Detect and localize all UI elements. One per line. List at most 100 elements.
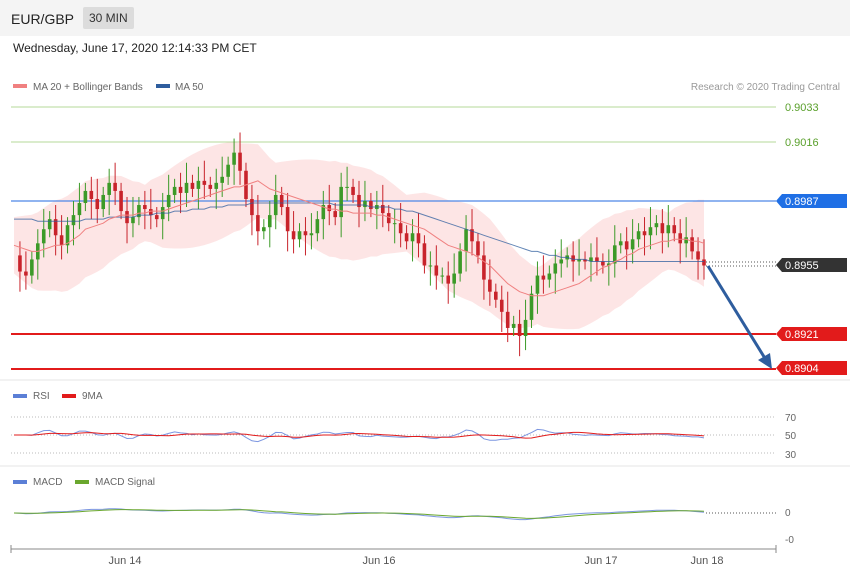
candle-body bbox=[380, 205, 385, 214]
level-tag-8921 bbox=[776, 327, 847, 341]
candle-body bbox=[612, 245, 617, 264]
ma20-legend-swatch bbox=[13, 84, 27, 88]
rsi-ma-line bbox=[14, 431, 705, 439]
candle-body bbox=[607, 263, 611, 266]
rsi-tick-30: 30 bbox=[785, 450, 797, 461]
candle-body bbox=[214, 182, 219, 189]
candle-body bbox=[18, 255, 22, 272]
candle-body bbox=[339, 186, 343, 218]
candle-body bbox=[702, 259, 706, 266]
candle-body bbox=[440, 275, 445, 277]
candle-body bbox=[149, 209, 153, 216]
candle-body bbox=[65, 225, 70, 246]
rsi-tick-50: 50 bbox=[785, 431, 797, 442]
candle-body bbox=[30, 259, 34, 276]
ma20-line bbox=[13, 180, 705, 297]
candle-body bbox=[220, 176, 224, 183]
candle-body bbox=[208, 184, 213, 189]
candle-body bbox=[137, 205, 141, 218]
candle-body bbox=[267, 215, 272, 228]
candle-body bbox=[654, 223, 659, 228]
credit-label: Research © 2020 Trading Central bbox=[691, 82, 840, 93]
candle-body bbox=[476, 241, 480, 256]
forecast-arrow-shaft bbox=[706, 265, 768, 361]
candle-body bbox=[595, 257, 599, 262]
candle-body bbox=[101, 194, 106, 210]
candle-body bbox=[482, 255, 486, 280]
candle-body bbox=[458, 251, 462, 274]
candle-body bbox=[131, 217, 135, 224]
candle-body bbox=[452, 273, 456, 284]
bollinger-band bbox=[14, 141, 704, 330]
candle-body bbox=[190, 182, 195, 189]
rsi-tick-70: 70 bbox=[785, 413, 797, 424]
candle-body bbox=[494, 291, 498, 300]
candle-body bbox=[559, 259, 564, 264]
candle-body bbox=[547, 273, 552, 280]
x-tick-jun14: Jun 14 bbox=[108, 555, 141, 567]
level-tag-8987 bbox=[776, 194, 847, 208]
candle-body bbox=[642, 231, 647, 236]
candle-body bbox=[499, 299, 504, 312]
candle-body bbox=[71, 215, 76, 226]
level-label-8904: 0.8904 bbox=[785, 363, 819, 375]
x-tick-jun18: Jun 18 bbox=[690, 555, 723, 567]
level-label-8921: 0.8921 bbox=[785, 329, 819, 341]
candle-body bbox=[250, 198, 254, 216]
candle-body bbox=[398, 223, 403, 234]
macd-signal-legend-swatch bbox=[75, 480, 89, 484]
candle-body bbox=[660, 223, 665, 234]
macd-legend-swatch bbox=[13, 480, 27, 484]
candle-body bbox=[113, 182, 117, 191]
rsi-legend-label: RSI bbox=[33, 391, 50, 402]
candle-body bbox=[422, 243, 427, 266]
level-label-8987: 0.8987 bbox=[785, 196, 819, 208]
macd-tick-0: 0 bbox=[785, 508, 791, 519]
ma50-legend-label: MA 50 bbox=[175, 82, 204, 93]
candle-body bbox=[297, 231, 302, 240]
candle-body bbox=[410, 233, 415, 242]
candle-body bbox=[517, 323, 522, 337]
candle-body bbox=[285, 207, 290, 232]
candle-body bbox=[666, 225, 671, 234]
candle-body bbox=[321, 205, 326, 220]
chart-datetime: Wednesday, June 17, 2020 12:14:33 PM CET bbox=[13, 41, 257, 55]
candle-body bbox=[279, 194, 284, 208]
candle-body bbox=[172, 186, 177, 195]
candle-body bbox=[589, 257, 593, 262]
macd-signal-line bbox=[13, 509, 705, 519]
candle-body bbox=[684, 237, 688, 244]
candle-body bbox=[202, 180, 207, 185]
candle-body bbox=[303, 231, 308, 236]
candle-body bbox=[53, 219, 58, 236]
candle-body bbox=[571, 255, 575, 262]
candle-body bbox=[333, 211, 338, 218]
candle-body bbox=[601, 261, 605, 266]
timeframe-button[interactable]: 30 MIN bbox=[83, 7, 134, 29]
candle-body bbox=[678, 233, 683, 244]
candle-body bbox=[583, 259, 587, 262]
candle-body bbox=[630, 239, 635, 250]
candle-body bbox=[238, 152, 242, 171]
candle-body bbox=[273, 194, 278, 216]
candle-body bbox=[226, 164, 230, 177]
candle-body bbox=[624, 241, 629, 250]
macd-tick-neg: -0 bbox=[785, 535, 794, 546]
candle-body bbox=[178, 186, 183, 193]
candle-body bbox=[47, 219, 52, 230]
candle-body bbox=[672, 225, 677, 234]
x-tick-jun16: Jun 16 bbox=[362, 555, 395, 567]
candle-body bbox=[470, 229, 474, 242]
candle-body bbox=[404, 233, 409, 242]
rsi-ma-legend-swatch bbox=[62, 394, 76, 398]
candle-body bbox=[446, 275, 451, 284]
last-price-tag bbox=[776, 258, 847, 272]
level-label-9033: 0.9033 bbox=[785, 102, 819, 114]
candle-body bbox=[143, 205, 147, 210]
candle-body bbox=[363, 201, 367, 208]
rsi-line bbox=[14, 428, 705, 443]
candle-body bbox=[357, 194, 361, 208]
last-price-label: 0.8955 bbox=[785, 260, 819, 272]
candle-body bbox=[315, 219, 320, 234]
